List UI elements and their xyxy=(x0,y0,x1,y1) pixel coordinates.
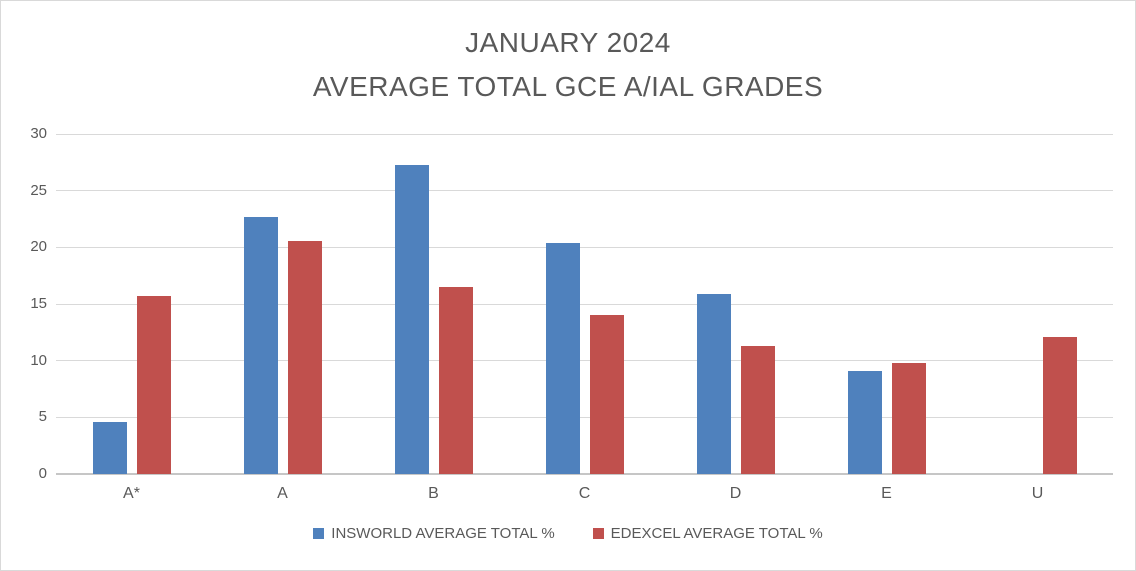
gridline xyxy=(56,133,1113,135)
chart-title-line-2: AVERAGE TOTAL GCE A/IAL GRADES xyxy=(312,71,824,102)
x-axis-category-label: A* xyxy=(123,485,140,502)
bar-group-astar xyxy=(56,134,207,474)
y-axis-tick-label: 25 xyxy=(30,181,47,199)
y-axis-tick-label: 0 xyxy=(38,465,47,482)
chart-title-line-1: JANUARY 2024 xyxy=(465,27,671,58)
gridline xyxy=(56,416,1113,418)
bar-edexcel-astar xyxy=(136,296,171,474)
bar-insworld-a xyxy=(243,217,278,474)
gridline xyxy=(56,303,1113,305)
bar-edexcel-c xyxy=(589,315,624,474)
bar-edexcel-e xyxy=(891,363,926,474)
bar-group-a xyxy=(207,134,358,474)
bar-edexcel-u xyxy=(1042,337,1077,474)
legend-label: INSWORLD AVERAGE TOTAL % xyxy=(331,525,555,542)
bar-group-u xyxy=(962,134,1113,474)
x-axis-category-label: A xyxy=(277,485,288,502)
x-axis-category-label: D xyxy=(729,485,742,502)
bar-edexcel-a xyxy=(287,241,322,474)
gridline xyxy=(56,246,1113,248)
legend: INSWORLD AVERAGE TOTAL % EDEXCEL AVERAGE … xyxy=(1,525,1135,542)
bar-insworld-e xyxy=(847,371,882,474)
x-axis-category-label: B xyxy=(428,485,439,502)
bar-insworld-c xyxy=(545,243,580,474)
legend-item-insworld: INSWORLD AVERAGE TOTAL % xyxy=(313,525,555,542)
x-axis-line xyxy=(56,473,1113,475)
plot-area xyxy=(56,133,1113,475)
bar-group-d xyxy=(660,134,811,474)
x-axis-category-label: E xyxy=(881,485,892,502)
bar-group-e xyxy=(811,134,962,474)
legend-label: EDEXCEL AVERAGE TOTAL % xyxy=(610,525,823,542)
chart-title: JANUARY 2024 AVERAGE TOTAL GCE A/IAL GRA… xyxy=(1,21,1135,109)
bar-group-c xyxy=(509,134,660,474)
y-axis-tick-label: 15 xyxy=(30,295,47,312)
x-axis-category-label: C xyxy=(578,485,591,502)
legend-marker-icon xyxy=(592,528,604,539)
bar-edexcel-b xyxy=(438,287,473,474)
bar-insworld-astar xyxy=(92,422,127,474)
x-axis-category-label: U xyxy=(1031,485,1044,502)
bar-edexcel-d xyxy=(740,346,775,474)
y-axis-tick-label: 30 xyxy=(30,125,47,142)
y-axis-tick-label: 5 xyxy=(38,408,47,426)
bar-insworld-d xyxy=(696,294,731,474)
y-axis-tick-label: 20 xyxy=(30,238,47,256)
gridline xyxy=(56,360,1113,362)
bar-group-b xyxy=(358,134,509,474)
legend-marker-icon xyxy=(313,528,325,539)
y-axis-tick-label: 10 xyxy=(30,351,47,369)
bar-insworld-b xyxy=(394,165,429,474)
gridline xyxy=(56,190,1113,192)
legend-item-edexcel: EDEXCEL AVERAGE TOTAL % xyxy=(592,525,823,542)
